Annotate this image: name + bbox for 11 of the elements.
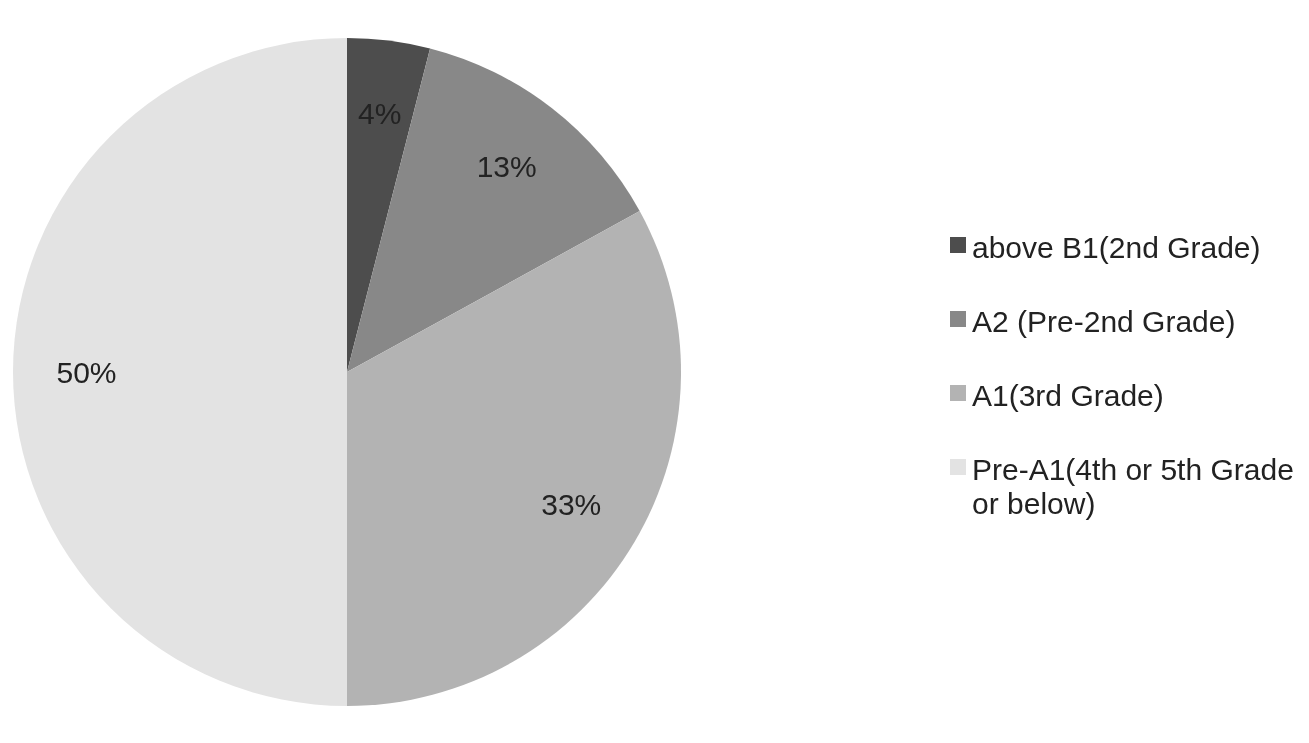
data-label: 50%: [56, 355, 117, 389]
pie-slice: [347, 48, 640, 372]
legend-label: A1(3rd Grade): [972, 378, 1164, 412]
data-label: 33%: [541, 488, 602, 522]
legend-label: above B1(2nd Grade): [972, 230, 1261, 264]
pie-slice: [347, 38, 431, 372]
pie-slice: [347, 211, 681, 706]
legend-label: A2 (Pre-2nd Grade): [972, 304, 1236, 338]
data-label: 13%: [476, 149, 537, 183]
pie-slice: [13, 38, 347, 706]
legend-label: Pre-A1(4th or 5th Grade or below): [972, 452, 1294, 520]
